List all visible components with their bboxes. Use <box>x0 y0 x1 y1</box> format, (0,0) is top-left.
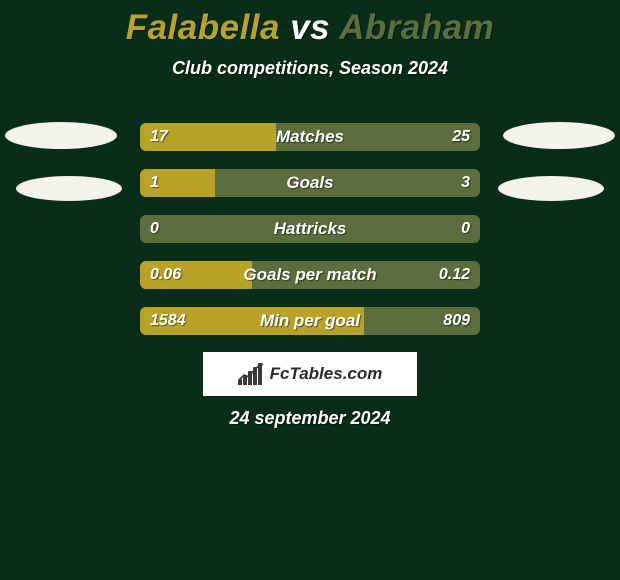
stat-row: Goals13 <box>0 169 620 215</box>
stat-bar-left <box>140 123 276 151</box>
stat-bar-left <box>140 307 364 335</box>
stat-row: Hattricks00 <box>0 215 620 261</box>
stat-row: Min per goal1584809 <box>0 307 620 353</box>
date-text: 24 september 2024 <box>0 408 620 429</box>
stat-row: Matches1725 <box>0 123 620 169</box>
logo-trend-icon <box>238 363 264 385</box>
stats-rows: Matches1725 Goals13 Hattricks00 Goals per m… <box>0 123 620 353</box>
stat-bar-right <box>364 307 480 335</box>
stat-bar-track: Min per goal1584809 <box>140 307 480 335</box>
stat-bar-right <box>252 261 480 289</box>
player2-name: Abraham <box>339 8 494 47</box>
logo-text: FcTables.com <box>270 364 383 384</box>
stat-bar-track: Goals per match0.060.12 <box>140 261 480 289</box>
stat-bar-track: Goals13 <box>140 169 480 197</box>
stat-bar-track: Matches1725 <box>140 123 480 151</box>
vs-text: vs <box>290 8 330 47</box>
subtitle: Club competitions, Season 2024 <box>0 58 620 79</box>
player1-name: Falabella <box>126 8 280 47</box>
fctables-logo: FcTables.com <box>203 352 417 396</box>
stat-bar-left <box>140 169 215 197</box>
stat-bar-left <box>140 261 252 289</box>
stat-bar-right <box>215 169 480 197</box>
logo-chart-icon <box>238 363 264 385</box>
stat-row: Goals per match0.060.12 <box>0 261 620 307</box>
stat-bar-right <box>140 215 480 243</box>
comparison-title: Falabella vs Abraham <box>0 0 620 48</box>
stat-bar-right <box>276 123 480 151</box>
stat-bar-track: Hattricks00 <box>140 215 480 243</box>
